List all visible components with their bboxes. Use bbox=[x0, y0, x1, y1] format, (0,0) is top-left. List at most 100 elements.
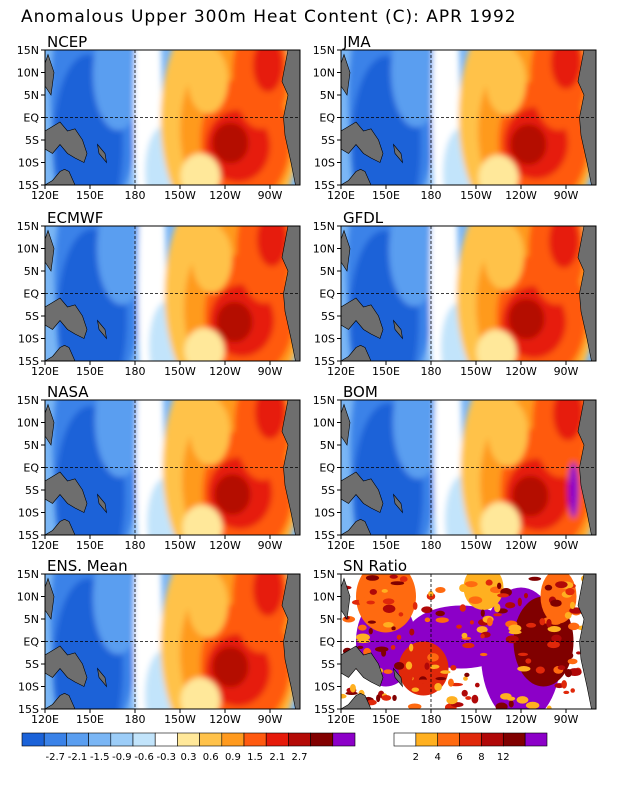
y-tick-label: 5N bbox=[320, 439, 335, 452]
colorbar-swatch bbox=[393, 732, 417, 747]
y-tick-label: 15N bbox=[313, 220, 335, 233]
panel-title: GFDL bbox=[343, 209, 384, 227]
y-tick-label: 10N bbox=[17, 417, 39, 430]
snr-speckle bbox=[461, 689, 468, 697]
colorbar-label: 0.3 bbox=[181, 752, 197, 763]
snr-speckle bbox=[519, 641, 526, 647]
x-tick-label: 120E bbox=[327, 189, 355, 202]
x-tick-label: 150W bbox=[164, 189, 196, 202]
anomaly-contour bbox=[484, 226, 524, 290]
y-tick-label: 5S bbox=[321, 658, 335, 671]
anomaly-contour bbox=[389, 226, 439, 307]
y-tick-label: 5N bbox=[24, 89, 39, 102]
snr-speckle bbox=[485, 579, 493, 586]
colorbar-label: -2.1 bbox=[68, 752, 88, 763]
y-tick-label: 10S bbox=[314, 681, 335, 694]
anomaly-contour bbox=[212, 122, 249, 164]
snr-speckle bbox=[382, 598, 395, 605]
x-tick-label: 150W bbox=[460, 365, 492, 378]
snr-speckle bbox=[474, 682, 480, 688]
y-tick-label: 10N bbox=[17, 591, 39, 604]
snr-speckle bbox=[366, 600, 375, 605]
field-blobs bbox=[54, 226, 300, 361]
snr-speckle bbox=[407, 703, 422, 709]
anomaly-contour bbox=[549, 226, 579, 268]
snr-speckle bbox=[497, 593, 509, 598]
anomaly-contour bbox=[255, 400, 285, 439]
snr-speckle bbox=[446, 696, 458, 705]
x-tick-label: 120E bbox=[327, 713, 355, 726]
snr-speckle bbox=[435, 676, 447, 681]
y-tick-label: 15S bbox=[314, 529, 335, 542]
y-tick-label: 10S bbox=[314, 507, 335, 520]
x-tick-label: 120W bbox=[209, 189, 241, 202]
y-tick-label: 15S bbox=[18, 703, 39, 716]
x-tick-label: 150E bbox=[372, 189, 400, 202]
colorbar-swatch bbox=[154, 732, 178, 747]
anomaly-contour bbox=[188, 50, 228, 114]
snr-speckle bbox=[525, 701, 540, 709]
x-tick-label: 90W bbox=[554, 365, 579, 378]
snr-speckle bbox=[575, 651, 582, 655]
colorbar-label: 2.7 bbox=[292, 752, 308, 763]
snr-speckle bbox=[430, 664, 438, 669]
snr-speckle bbox=[414, 678, 419, 688]
snr-speckle bbox=[365, 575, 380, 581]
snr-speckle bbox=[390, 581, 405, 586]
anomaly-contour bbox=[184, 328, 225, 361]
x-tick-label: 150W bbox=[460, 189, 492, 202]
x-tick-label: 120W bbox=[505, 365, 537, 378]
snr-speckle bbox=[468, 596, 483, 605]
colorbar-swatch bbox=[43, 732, 67, 747]
snr-speckle bbox=[567, 658, 578, 665]
x-tick-label: 120W bbox=[505, 189, 537, 202]
snr-speckle bbox=[383, 621, 394, 628]
snr-speckle bbox=[547, 641, 560, 649]
snr-speckle bbox=[568, 622, 580, 631]
x-tick-label: 180 bbox=[125, 539, 146, 552]
y-tick-label: 15S bbox=[314, 179, 335, 192]
snr-speckle bbox=[367, 620, 376, 624]
snr-speckle bbox=[480, 609, 485, 617]
x-tick-label: 90W bbox=[258, 713, 283, 726]
y-tick-label: 15N bbox=[17, 44, 39, 57]
x-tick-label: 150E bbox=[76, 713, 104, 726]
y-tick-label: 10N bbox=[313, 417, 335, 430]
snr-speckle bbox=[461, 632, 468, 639]
x-tick-label: 180 bbox=[125, 365, 146, 378]
snr-speckle bbox=[558, 597, 563, 601]
snr-speckle bbox=[409, 628, 415, 636]
y-tick-label: 15N bbox=[17, 220, 39, 233]
anomaly-contour bbox=[180, 153, 221, 185]
snr-speckle bbox=[525, 658, 532, 664]
snr-speckle bbox=[422, 646, 427, 655]
y-tick-label: 5N bbox=[24, 265, 39, 278]
colorbar-swatch bbox=[221, 732, 245, 747]
y-tick-label: EQ bbox=[23, 636, 39, 649]
anomaly-contour bbox=[512, 475, 549, 517]
y-tick-label: 5S bbox=[321, 134, 335, 147]
field-blobs bbox=[52, 400, 300, 535]
colorbar-swatch bbox=[481, 732, 504, 747]
snr-speckle bbox=[486, 617, 493, 627]
y-tick-label: 5N bbox=[320, 265, 335, 278]
landmask bbox=[341, 50, 596, 185]
colorbar-swatch bbox=[110, 732, 134, 747]
x-tick-label: 150E bbox=[372, 539, 400, 552]
snr-speckle bbox=[493, 613, 502, 617]
panel-field bbox=[45, 50, 300, 185]
panel-title: BOM bbox=[343, 383, 378, 401]
snr-speckle bbox=[565, 588, 575, 596]
anomaly-contour bbox=[551, 50, 581, 89]
y-tick-label: 10N bbox=[313, 591, 335, 604]
anomaly-contour bbox=[192, 226, 232, 293]
snr-speckle bbox=[463, 676, 468, 681]
snr-speckle bbox=[456, 624, 462, 629]
snr-speckle bbox=[435, 617, 449, 623]
snr-speckle bbox=[535, 666, 545, 674]
snr-speckle bbox=[471, 694, 479, 704]
anomaly-contour bbox=[93, 50, 143, 131]
